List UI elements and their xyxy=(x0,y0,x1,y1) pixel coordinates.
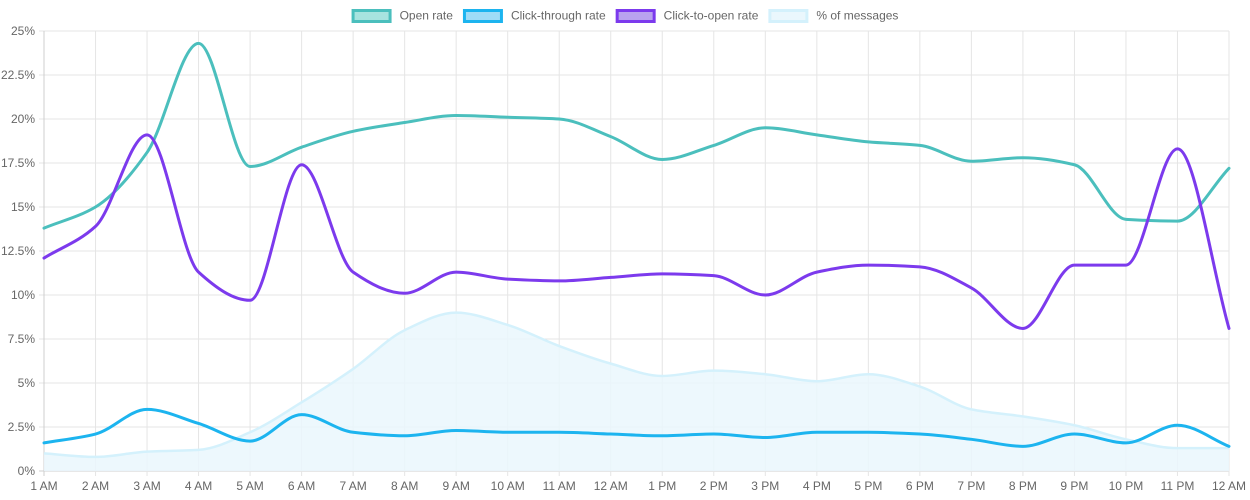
legend-item-open-rate[interactable]: Open rate xyxy=(351,9,454,23)
legend: Open rate Click-through rate Click-to-open… xyxy=(351,9,899,23)
x-tick-label: 11 PM xyxy=(1161,479,1195,493)
series-line-click-through-rate xyxy=(42,407,1231,448)
y-tick-label: 12.5% xyxy=(1,244,35,258)
y-tick-label: 20% xyxy=(11,112,35,126)
x-tick-label: 8 AM xyxy=(391,479,418,493)
legend-label: Click-through rate xyxy=(511,9,606,23)
x-tick-label: 2 AM xyxy=(82,479,109,493)
x-tick-label: 4 AM xyxy=(185,479,212,493)
x-tick-label: 3 PM xyxy=(751,479,779,493)
legend-swatch xyxy=(768,9,809,23)
x-tick-label: 9 AM xyxy=(442,479,469,493)
x-tick-label: 10 PM xyxy=(1109,479,1144,493)
y-tick-label: 10% xyxy=(11,288,35,302)
x-tick-label: 5 AM xyxy=(236,479,263,493)
x-tick-label: 6 PM xyxy=(906,479,934,493)
y-tick-label: 22.5% xyxy=(1,68,35,82)
x-tick-label: 2 PM xyxy=(700,479,728,493)
legend-label: Click-to-open rate xyxy=(664,9,759,23)
x-tick-label: 7 PM xyxy=(957,479,985,493)
series-area-of-messages xyxy=(44,312,1229,471)
y-tick-label: 15% xyxy=(11,200,35,214)
series-line-click-to-open-rate xyxy=(42,133,1231,330)
legend-swatch xyxy=(615,9,656,23)
legend-swatch xyxy=(462,9,503,23)
x-tick-label: 4 PM xyxy=(803,479,831,493)
x-tick-label: 6 AM xyxy=(288,479,315,493)
axis-labels: 0% 2.5% 5% 7.5% 10% 12.5% 15% 17.5% 20% 22.5% 25% 1… xyxy=(1,24,1246,493)
line-layer xyxy=(42,41,1231,448)
x-tick-label: 11 AM xyxy=(543,479,576,493)
x-tick-label: 3 AM xyxy=(133,479,160,493)
x-tick-label: 12 AM xyxy=(1212,479,1246,493)
x-tick-label: 1 PM xyxy=(648,479,676,493)
legend-label: Open rate xyxy=(400,9,454,23)
x-tick-label: 12 AM xyxy=(594,479,628,493)
y-tick-label: 5% xyxy=(18,376,36,390)
series-line-of-messages xyxy=(43,311,1229,459)
x-tick-label: 9 PM xyxy=(1060,479,1088,493)
legend-item-click-to-open-rate[interactable]: Click-to-open rate xyxy=(615,9,759,23)
x-tick-label: 5 PM xyxy=(854,479,882,493)
series-line-open-rate xyxy=(42,41,1231,230)
legend-label: % of messages xyxy=(816,9,898,23)
legend-item-click-through-rate[interactable]: Click-through rate xyxy=(462,9,606,23)
y-tick-label: 0% xyxy=(18,464,36,478)
y-tick-label: 2.5% xyxy=(8,420,36,434)
x-tick-label: 10 AM xyxy=(491,479,525,493)
x-tick-label: 1 AM xyxy=(30,479,57,493)
legend-swatch xyxy=(351,9,392,23)
x-tick-label: 7 AM xyxy=(339,479,366,493)
legend-item-of-messages[interactable]: % of messages xyxy=(768,9,899,23)
y-tick-label: 7.5% xyxy=(8,332,36,346)
area-layer xyxy=(43,311,1229,471)
y-tick-label: 25% xyxy=(11,24,35,38)
y-tick-label: 17.5% xyxy=(1,156,35,170)
x-tick-label: 8 PM xyxy=(1009,479,1037,493)
